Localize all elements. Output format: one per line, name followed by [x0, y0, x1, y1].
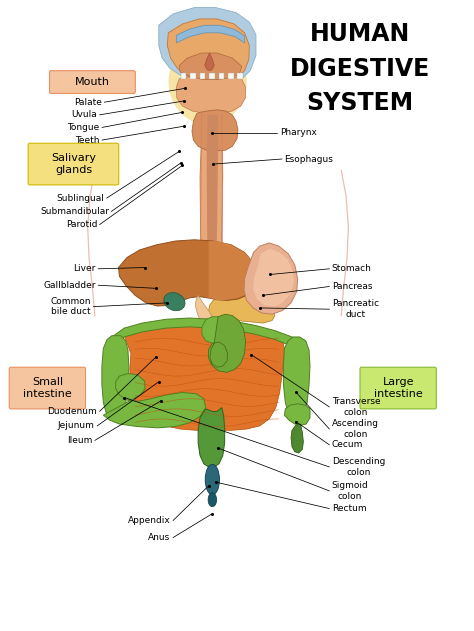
- Text: Teeth: Teeth: [75, 136, 100, 144]
- Text: HUMAN: HUMAN: [310, 22, 410, 46]
- Polygon shape: [198, 408, 225, 467]
- Text: Sublingual: Sublingual: [56, 194, 104, 203]
- Text: Submandibular: Submandibular: [40, 207, 109, 216]
- Text: Cecum: Cecum: [332, 440, 363, 449]
- Text: DIGESTIVE: DIGESTIVE: [290, 57, 430, 81]
- Polygon shape: [176, 76, 246, 114]
- Text: Gallbladder: Gallbladder: [43, 281, 96, 290]
- Polygon shape: [179, 53, 242, 80]
- Text: Parotid: Parotid: [66, 220, 97, 229]
- Text: Small
intestine: Small intestine: [23, 377, 72, 399]
- Polygon shape: [244, 243, 298, 314]
- Text: Jejunum: Jejunum: [58, 422, 95, 430]
- Bar: [190, 73, 196, 79]
- Polygon shape: [167, 19, 249, 83]
- Text: Transverse
colon: Transverse colon: [332, 398, 381, 416]
- Polygon shape: [159, 8, 256, 85]
- Ellipse shape: [169, 39, 246, 124]
- Text: SYSTEM: SYSTEM: [307, 91, 414, 115]
- Text: Mouth: Mouth: [75, 77, 110, 87]
- Polygon shape: [202, 317, 229, 343]
- Text: Common
bile duct: Common bile duct: [51, 297, 91, 316]
- Text: Liver: Liver: [73, 264, 96, 273]
- Polygon shape: [207, 115, 218, 278]
- Text: Ascending
colon: Ascending colon: [332, 420, 379, 439]
- Polygon shape: [209, 295, 275, 323]
- Text: Duodenum: Duodenum: [47, 407, 97, 416]
- Polygon shape: [124, 326, 284, 430]
- Text: Pancreas: Pancreas: [332, 282, 372, 291]
- FancyBboxPatch shape: [360, 367, 436, 409]
- Polygon shape: [103, 374, 206, 428]
- Ellipse shape: [205, 464, 219, 495]
- Polygon shape: [192, 110, 238, 151]
- Polygon shape: [209, 241, 256, 300]
- Text: Pharynx: Pharynx: [280, 128, 317, 137]
- Text: Palate: Palate: [74, 98, 102, 107]
- Polygon shape: [253, 249, 294, 307]
- Polygon shape: [200, 114, 223, 281]
- Ellipse shape: [208, 493, 217, 507]
- Ellipse shape: [164, 293, 185, 310]
- Text: Stomach: Stomach: [332, 264, 372, 273]
- Polygon shape: [284, 404, 310, 425]
- Polygon shape: [205, 53, 214, 71]
- Text: Appendix: Appendix: [128, 516, 171, 525]
- Text: Pancreatic
duct: Pancreatic duct: [332, 300, 379, 319]
- Polygon shape: [176, 25, 245, 43]
- Bar: [228, 73, 234, 79]
- Bar: [200, 73, 205, 79]
- Text: Salivary
glands: Salivary glands: [51, 153, 96, 175]
- Text: Sigmoid
colon: Sigmoid colon: [332, 481, 369, 500]
- Bar: [219, 73, 224, 79]
- Polygon shape: [195, 295, 212, 327]
- FancyBboxPatch shape: [28, 143, 118, 185]
- Text: Ileum: Ileum: [67, 436, 92, 445]
- FancyBboxPatch shape: [49, 71, 136, 93]
- Text: Descending
colon: Descending colon: [332, 457, 385, 476]
- Text: Anus: Anus: [148, 533, 171, 542]
- Polygon shape: [118, 240, 256, 306]
- Bar: [237, 73, 243, 79]
- Text: Rectum: Rectum: [332, 504, 366, 513]
- Text: Tongue: Tongue: [67, 123, 100, 132]
- Text: Large
intestine: Large intestine: [374, 377, 422, 399]
- FancyBboxPatch shape: [9, 367, 86, 409]
- Polygon shape: [209, 314, 246, 372]
- Polygon shape: [291, 424, 303, 453]
- Bar: [209, 73, 215, 79]
- Polygon shape: [283, 337, 310, 418]
- Text: Uvula: Uvula: [72, 110, 97, 119]
- Text: Esophagus: Esophagus: [284, 155, 333, 163]
- Bar: [181, 73, 186, 79]
- Polygon shape: [114, 318, 299, 351]
- Polygon shape: [102, 336, 129, 418]
